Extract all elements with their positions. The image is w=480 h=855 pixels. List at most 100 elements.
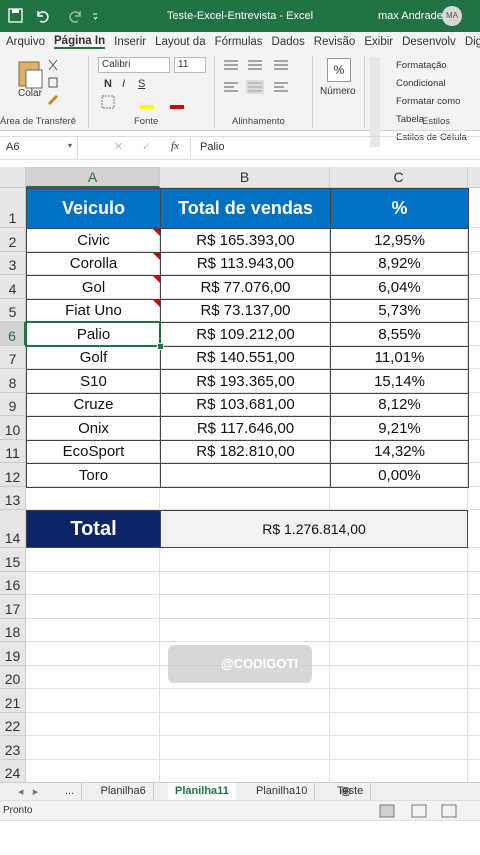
row-header[interactable]: 15 bbox=[0, 548, 26, 572]
table-cell[interactable]: 6,04% bbox=[330, 275, 469, 300]
style-button[interactable]: Formatar como Tabela bbox=[370, 93, 480, 129]
table-cell[interactable]: 12,95% bbox=[330, 228, 469, 253]
header-cell[interactable]: Total de vendas bbox=[160, 188, 331, 229]
enter-button[interactable]: ✓ bbox=[142, 141, 152, 153]
row-header[interactable]: 1 bbox=[0, 188, 26, 228]
cut-icon[interactable] bbox=[48, 59, 58, 71]
table-cell[interactable]: 14,32% bbox=[330, 439, 469, 464]
table-cell[interactable]: R$ 113.943,00 bbox=[160, 251, 331, 276]
table-cell[interactable]: Gol bbox=[26, 275, 161, 300]
paste-label[interactable]: Colar bbox=[18, 88, 42, 99]
header-cell[interactable]: % bbox=[330, 188, 469, 229]
user-name[interactable]: max Andrade bbox=[378, 10, 443, 22]
row-header[interactable]: 8 bbox=[0, 369, 26, 393]
table-cell[interactable]: 9,21% bbox=[330, 416, 469, 441]
table-cell[interactable]: 5,73% bbox=[330, 298, 469, 323]
row-header[interactable]: 14 bbox=[0, 510, 26, 548]
user-avatar[interactable]: MA bbox=[442, 6, 462, 26]
table-cell[interactable]: R$ 182.810,00 bbox=[160, 439, 331, 464]
undo-icon[interactable] bbox=[37, 11, 49, 23]
style-button[interactable]: Estilos de Célula bbox=[370, 129, 480, 147]
ribbon-tab[interactable]: Fórmulas bbox=[214, 36, 263, 48]
bold-button[interactable]: N bbox=[104, 78, 112, 90]
table-cell[interactable]: 8,92% bbox=[330, 251, 469, 276]
row-header[interactable]: 11 bbox=[0, 439, 26, 463]
table-cell[interactable]: Golf bbox=[26, 345, 161, 370]
table-cell[interactable]: Cruze bbox=[26, 392, 161, 417]
font-name[interactable]: Calibri bbox=[98, 57, 170, 73]
sheet-tab[interactable]: Teste bbox=[330, 783, 372, 800]
row-header[interactable]: 19 bbox=[0, 642, 26, 666]
table-cell[interactable]: R$ 117.646,00 bbox=[160, 416, 331, 441]
name-box[interactable]: A6 bbox=[0, 137, 78, 158]
ribbon-tab[interactable]: Revisão bbox=[313, 36, 356, 48]
row-header[interactable]: 13 bbox=[0, 486, 26, 510]
font-size[interactable]: 11 bbox=[174, 57, 206, 73]
row-header[interactable]: 4 bbox=[0, 275, 26, 299]
row-header[interactable]: 22 bbox=[0, 712, 26, 736]
table-cell[interactable]: 11,01% bbox=[330, 345, 469, 370]
row-header[interactable]: 21 bbox=[0, 689, 26, 713]
row-header[interactable]: 18 bbox=[0, 618, 26, 642]
border-icon[interactable] bbox=[101, 95, 115, 109]
table-cell[interactable]: 0,00% bbox=[330, 463, 469, 488]
table-cell[interactable]: R$ 103.681,00 bbox=[160, 392, 331, 417]
font-color[interactable] bbox=[170, 105, 184, 109]
alignment-icons[interactable] bbox=[222, 58, 302, 108]
paste-icon[interactable] bbox=[16, 58, 46, 90]
table-cell[interactable]: Onix bbox=[26, 416, 161, 441]
row-header[interactable]: 7 bbox=[0, 345, 26, 369]
table-cell[interactable]: R$ 193.365,00 bbox=[160, 369, 331, 394]
header-cell[interactable]: Veiculo bbox=[26, 188, 161, 229]
row-header[interactable]: 12 bbox=[0, 463, 26, 487]
ribbon-tab[interactable]: Inserir bbox=[114, 36, 147, 48]
column-header[interactable]: B bbox=[160, 167, 330, 188]
row-header[interactable]: 6 bbox=[0, 322, 26, 346]
number-format[interactable]: % bbox=[327, 58, 351, 82]
style-button[interactable]: Formatação Condicional bbox=[370, 57, 480, 93]
customize-icon[interactable] bbox=[93, 13, 98, 20]
underline-button[interactable]: S bbox=[138, 78, 146, 90]
table-cell[interactable]: 15,14% bbox=[330, 369, 469, 394]
sheet-tab[interactable]: Planilha6 bbox=[94, 783, 154, 800]
table-cell[interactable]: Fiat Uno bbox=[26, 298, 161, 323]
table-cell[interactable]: R$ 109.212,00 bbox=[160, 322, 331, 347]
table-cell[interactable]: R$ 140.551,00 bbox=[160, 345, 331, 370]
ribbon-tab[interactable]: Desenvolv bbox=[402, 36, 456, 48]
row-header[interactable]: 9 bbox=[0, 392, 26, 416]
table-cell[interactable]: EcoSport bbox=[26, 439, 161, 464]
fx-button[interactable]: fx bbox=[171, 140, 179, 152]
italic-button[interactable]: I bbox=[122, 78, 126, 90]
row-header[interactable]: 16 bbox=[0, 571, 26, 595]
table-cell[interactable]: 8,55% bbox=[330, 322, 469, 347]
ribbon-tab[interactable]: Exibir bbox=[364, 36, 394, 48]
sheet-tab[interactable]: Planilha10 bbox=[249, 783, 316, 800]
table-cell[interactable]: R$ 77.076,00 bbox=[160, 275, 331, 300]
format-painter[interactable] bbox=[47, 94, 59, 106]
copy-icon[interactable] bbox=[48, 77, 58, 88]
table-cell[interactable]: Corolla bbox=[26, 251, 161, 276]
table-cell[interactable]: Toro bbox=[26, 463, 161, 488]
row-header[interactable]: 5 bbox=[0, 298, 26, 322]
number-button[interactable]: Número bbox=[320, 86, 356, 97]
ribbon-tab[interactable]: Dados bbox=[271, 36, 305, 48]
row-header[interactable]: 20 bbox=[0, 665, 26, 689]
row-header[interactable]: 2 bbox=[0, 228, 26, 252]
row-header[interactable]: 10 bbox=[0, 416, 26, 440]
ribbon-tab[interactable]: Layout da bbox=[155, 36, 206, 48]
ribbon-tab[interactable]: Arquivo bbox=[6, 36, 45, 48]
table-cell[interactable]: S10 bbox=[26, 369, 161, 394]
table-cell[interactable]: 8,12% bbox=[330, 392, 469, 417]
sheet-tab[interactable]: ... bbox=[58, 783, 83, 800]
column-header[interactable]: A bbox=[26, 167, 160, 188]
view-buttons[interactable] bbox=[378, 804, 478, 818]
row-header[interactable]: 23 bbox=[0, 736, 26, 760]
redo-icon[interactable] bbox=[69, 11, 81, 23]
ribbon-tab[interactable]: Digi bbox=[464, 36, 480, 48]
column-header[interactable]: C bbox=[330, 167, 468, 188]
table-cell[interactable]: R$ 73.137,00 bbox=[160, 298, 331, 323]
table-cell[interactable] bbox=[160, 463, 331, 488]
fill-color[interactable] bbox=[140, 105, 154, 109]
row-header[interactable]: 17 bbox=[0, 595, 26, 619]
cancel-button[interactable]: ✕ bbox=[114, 141, 124, 153]
